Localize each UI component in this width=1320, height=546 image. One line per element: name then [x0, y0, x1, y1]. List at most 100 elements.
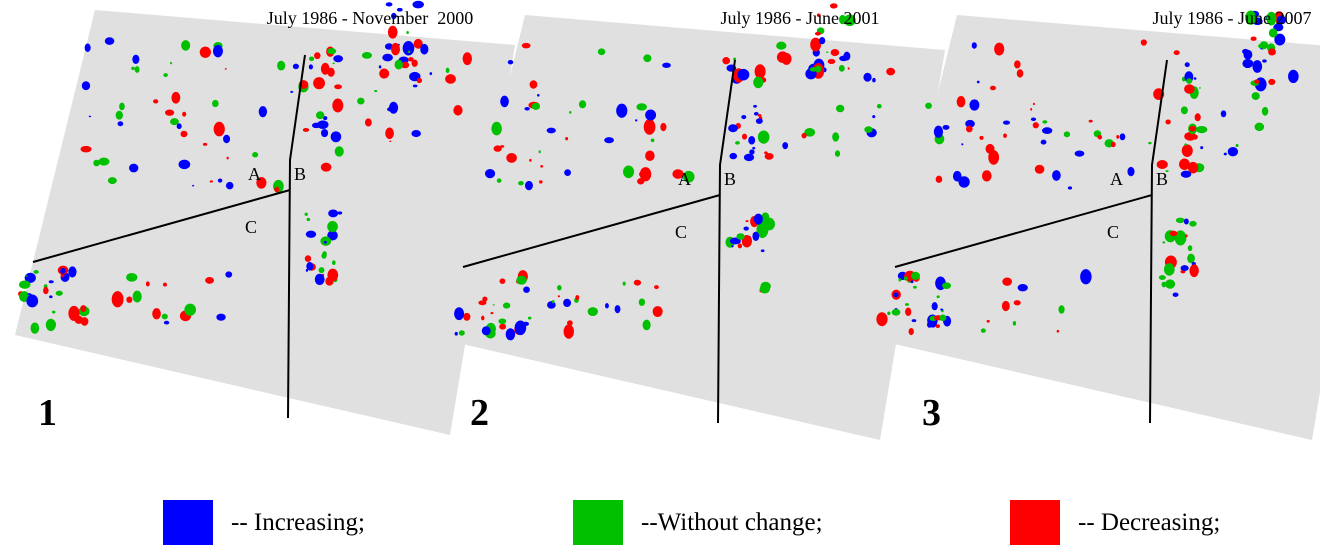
water-body [330, 131, 342, 143]
water-body [163, 73, 168, 78]
water-body [309, 56, 315, 62]
water-body [407, 50, 411, 53]
water-body [759, 284, 771, 294]
water-body [546, 127, 556, 134]
water-body [93, 159, 100, 167]
water-body [68, 266, 77, 278]
water-body [971, 42, 977, 49]
water-body [313, 77, 325, 90]
water-body [604, 303, 609, 309]
water-body [1030, 117, 1037, 122]
water-body [411, 130, 421, 138]
water-body [1041, 127, 1053, 135]
water-body [1052, 170, 1061, 181]
water-body [463, 312, 471, 321]
water-body [1268, 28, 1278, 38]
water-body [1127, 166, 1135, 177]
water-body [184, 303, 197, 316]
water-body [117, 121, 124, 127]
water-body [1245, 10, 1257, 25]
water-body [979, 135, 984, 140]
water-body [966, 125, 973, 133]
water-body [1016, 69, 1024, 78]
water-body [48, 280, 54, 284]
water-body [527, 316, 532, 320]
water-body [1175, 217, 1185, 224]
water-body [931, 302, 938, 311]
legend-label: -- Decreasing; [1078, 509, 1220, 536]
water-body [256, 176, 267, 189]
water-body [623, 165, 635, 179]
water-body [942, 282, 951, 290]
water-body [1172, 292, 1179, 297]
water-body [1030, 107, 1033, 111]
water-body [311, 122, 321, 129]
water-body [412, 84, 418, 88]
water-body [25, 275, 28, 277]
water-body [43, 286, 49, 295]
water-body [1187, 161, 1199, 174]
panel-number: 2 [470, 392, 489, 434]
boundary [894, 194, 1153, 268]
water-body [217, 178, 223, 183]
water-body [518, 180, 524, 186]
water-body [809, 67, 817, 72]
map-panel: A B C [876, 10, 1320, 440]
water-body [731, 244, 734, 248]
water-body [1110, 141, 1116, 148]
water-body [1273, 23, 1284, 32]
water-body [80, 317, 89, 326]
water-body [911, 319, 917, 323]
water-body [753, 213, 763, 225]
water-body [1191, 134, 1198, 140]
water-body [887, 311, 891, 316]
water-body [741, 115, 747, 120]
water-body [327, 221, 338, 233]
water-body [323, 240, 327, 244]
water-body [24, 272, 36, 284]
water-body [490, 312, 494, 315]
water-body [80, 305, 87, 313]
water-body [153, 99, 159, 104]
water-body [478, 300, 487, 306]
water-body [1173, 50, 1180, 56]
water-body [965, 119, 975, 128]
water-body [408, 57, 414, 62]
water-body [908, 328, 914, 336]
map-panel: A B C [445, 3, 945, 440]
water-body [757, 130, 770, 144]
water-body [745, 220, 749, 223]
water-body [1251, 92, 1260, 100]
water-body [290, 90, 294, 93]
water-body [1198, 87, 1201, 89]
water-body [1165, 279, 1176, 289]
water-body [337, 211, 343, 215]
water-body [537, 93, 540, 97]
water-body [325, 276, 334, 286]
water-body [563, 298, 572, 308]
boundary [287, 54, 306, 419]
water-body [1017, 284, 1028, 292]
water-body [132, 54, 140, 64]
water-body [563, 324, 574, 339]
water-body [638, 298, 646, 306]
water-body [1184, 62, 1190, 68]
water-body [328, 209, 339, 218]
water-body [401, 61, 410, 69]
water-body [810, 37, 822, 52]
water-body [1268, 48, 1276, 56]
water-body [818, 36, 826, 45]
water-body [1288, 69, 1299, 84]
water-body [898, 278, 902, 282]
water-body [308, 64, 313, 70]
water-body [1042, 120, 1048, 124]
water-body [736, 233, 745, 240]
water-body [317, 120, 329, 129]
water-body [420, 43, 429, 55]
water-body [389, 140, 392, 143]
water-body [1056, 329, 1060, 333]
water-body [333, 55, 343, 63]
water-body [406, 30, 409, 35]
water-body [145, 281, 150, 287]
water-body [252, 152, 259, 158]
